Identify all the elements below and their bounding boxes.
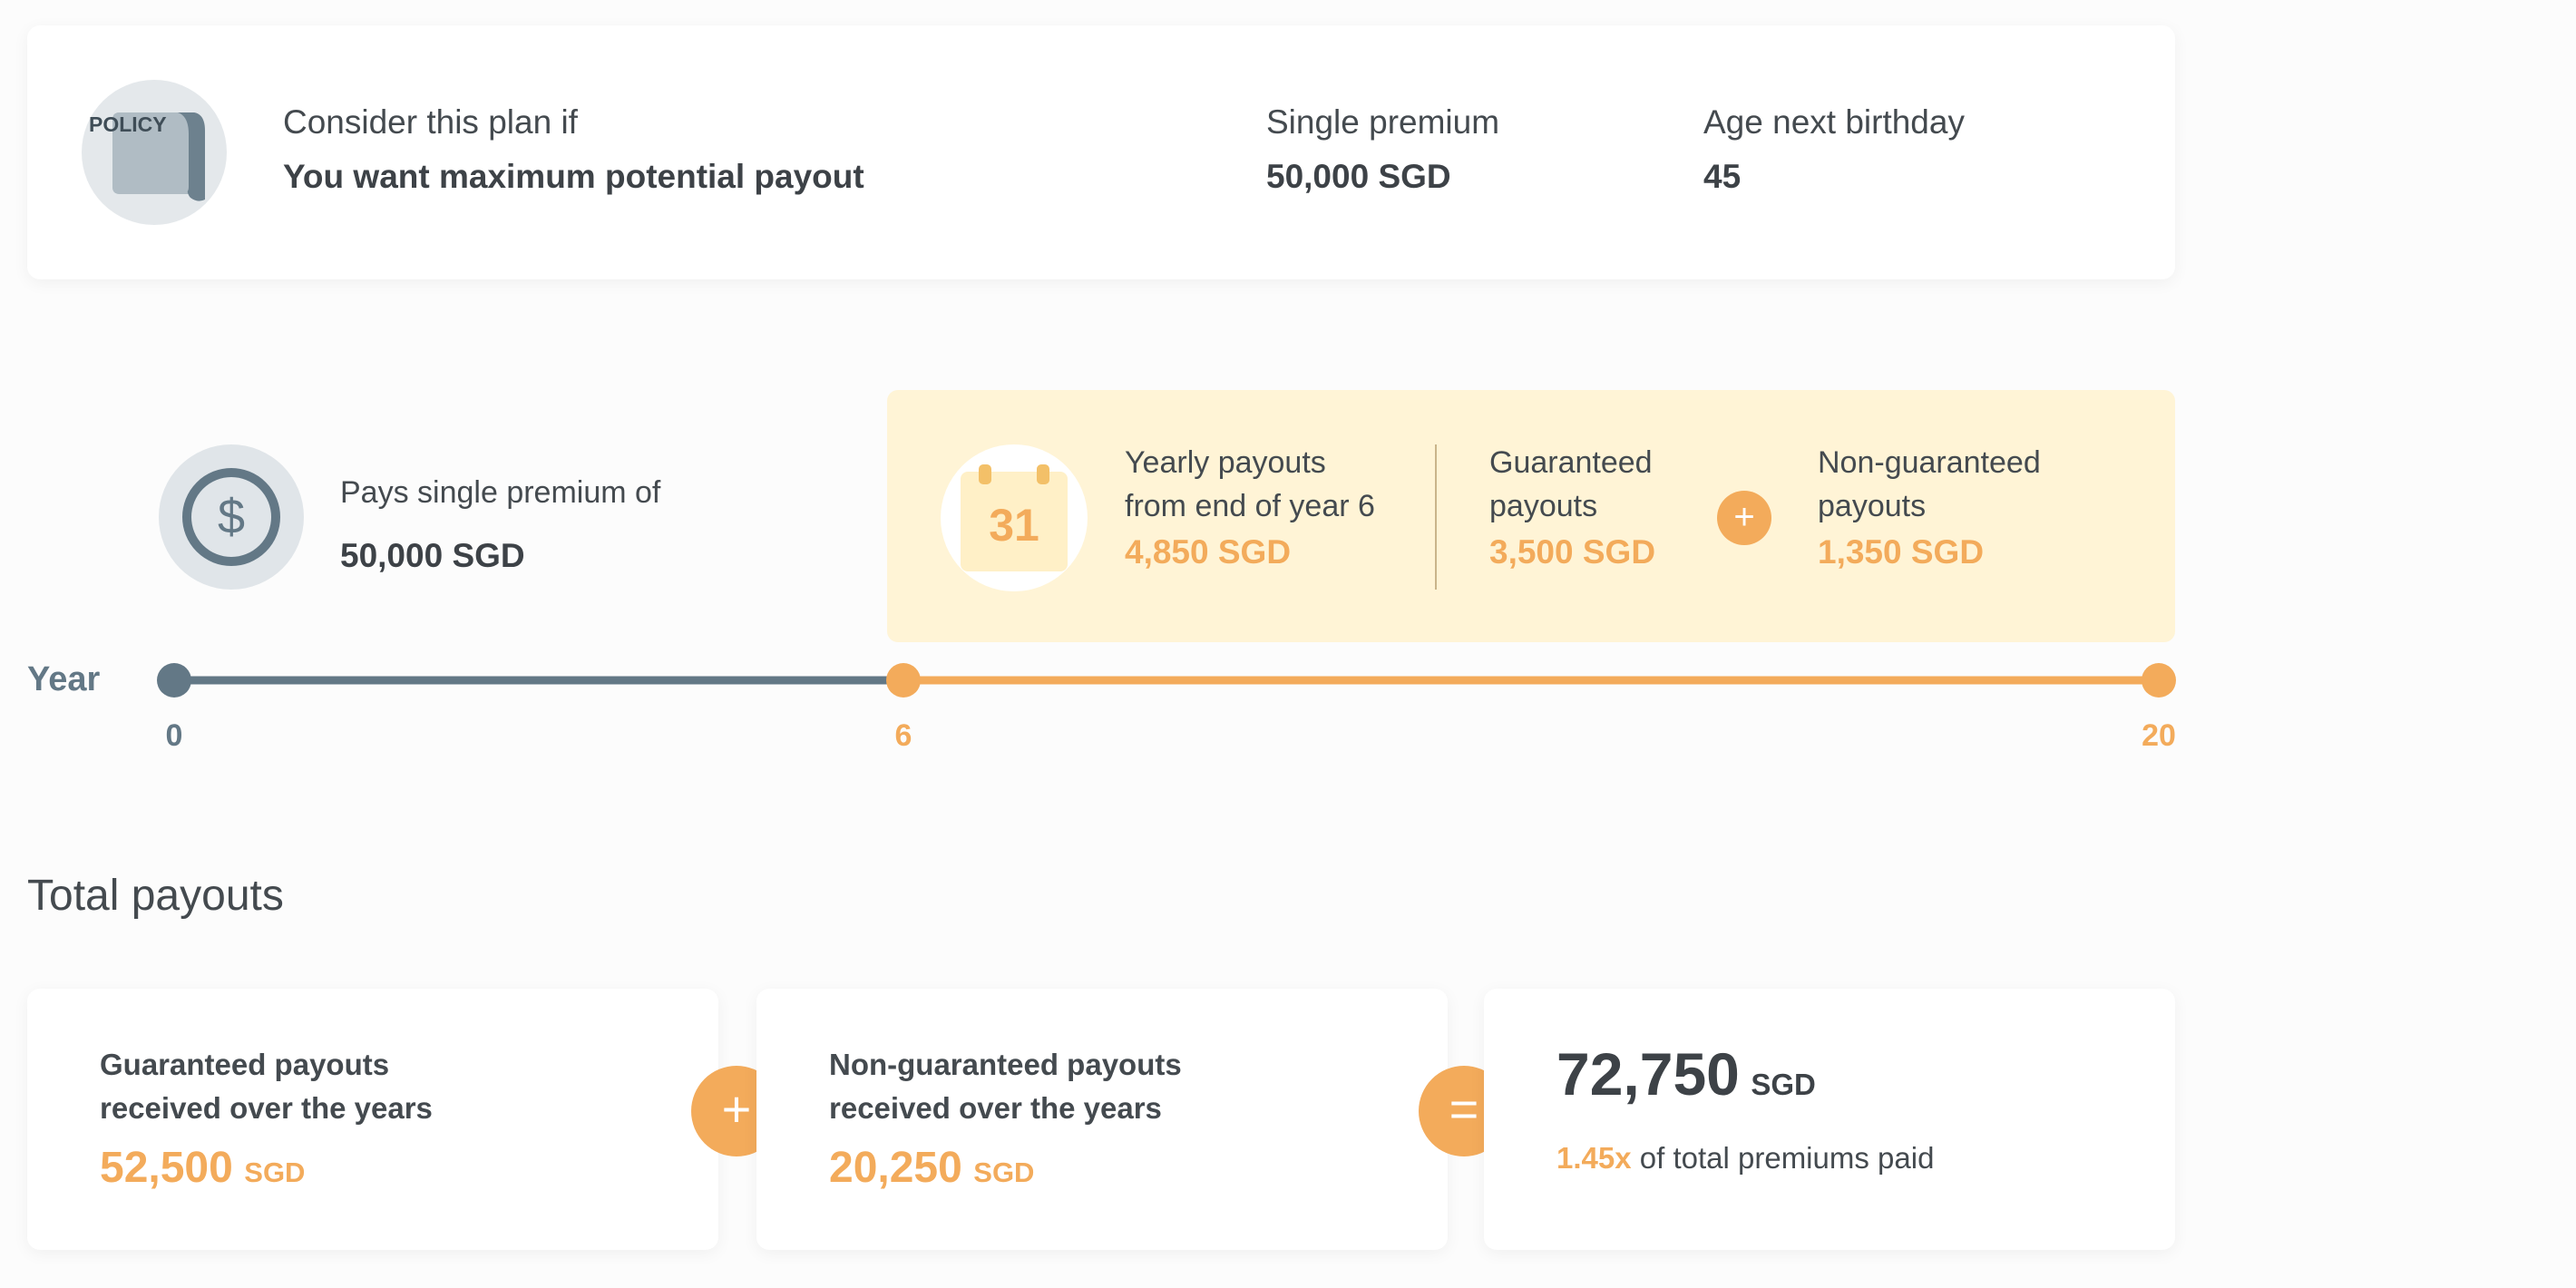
guaranteed-label-line2: payouts — [1489, 489, 1598, 523]
multiplier-text: of total premiums paid — [1639, 1141, 1935, 1175]
yearly-label-line1: Yearly payouts — [1125, 445, 1326, 480]
nonguaranteed-payouts-label: Non-guaranteed payouts — [1818, 441, 2041, 528]
guaranteed-total-value: 52,500 — [100, 1144, 233, 1192]
total-payouts-unit: SGD — [1751, 1068, 1816, 1101]
calendar-day: 31 — [989, 500, 1039, 551]
nonguaranteed-payouts-value: 1,350 SGD — [1818, 533, 1985, 571]
guaranteed-total-label: Guaranteed payouts received over the yea… — [100, 1043, 433, 1130]
timeline-end-dot — [2142, 663, 2176, 698]
policy-icon-label: POLICY — [89, 112, 167, 136]
timeline-start-year: 0 — [165, 718, 183, 753]
nonguaranteed-total-amount: 20,250 SGD — [829, 1143, 1034, 1193]
panel-divider — [1435, 444, 1437, 590]
policy-document-icon — [112, 112, 205, 201]
total-payouts-value: 72,750 — [1556, 1040, 1740, 1107]
multiplier-value: 1.45x — [1556, 1141, 1632, 1175]
svg-text:$: $ — [218, 490, 245, 544]
timeline-start-dot — [157, 663, 191, 698]
premium-label: Pays single premium of — [340, 475, 661, 510]
nonguaranteed-total-value: 20,250 — [829, 1144, 962, 1192]
consider-value: You want maximum potential payout — [283, 158, 864, 195]
nonguaranteed-label-line1: Non-guaranteed — [1818, 445, 2041, 480]
single-premium-value: 50,000 SGD — [1266, 158, 1451, 195]
total-payouts-amount: 72,750 SGD — [1556, 1039, 1816, 1108]
nonguaranteed-total-line2: received over the years — [829, 1091, 1162, 1125]
total-payouts-card: 72,750 SGD 1.45x of total premiums paid — [1484, 989, 2175, 1250]
nonguaranteed-total-unit: SGD — [973, 1156, 1035, 1188]
timeline-mid-year: 6 — [894, 718, 912, 753]
premium-value: 50,000 SGD — [340, 537, 525, 574]
guaranteed-label-line1: Guaranteed — [1489, 445, 1653, 480]
premium-multiplier: 1.45x of total premiums paid — [1556, 1141, 1934, 1176]
guaranteed-total-line1: Guaranteed payouts — [100, 1048, 390, 1081]
timeline-end-year: 20 — [2142, 718, 2176, 753]
guaranteed-payouts-label: Guaranteed payouts — [1489, 441, 1653, 528]
policy-summary-card: POLICY Consider this plan if You want ma… — [27, 25, 2175, 279]
guaranteed-total-line2: received over the years — [100, 1091, 433, 1125]
yearly-payouts-label: Yearly payouts from end of year 6 — [1125, 441, 1375, 528]
age-label: Age next birthday — [1703, 103, 1965, 141]
total-payouts-heading: Total payouts — [27, 872, 284, 920]
guaranteed-total-card: Guaranteed payouts received over the yea… — [27, 989, 718, 1250]
nonguaranteed-total-card: Non-guaranteed payouts received over the… — [756, 989, 1448, 1250]
guaranteed-total-amount: 52,500 SGD — [100, 1143, 305, 1193]
plus-icon: + — [1717, 491, 1771, 545]
yearly-payouts-panel — [887, 390, 2175, 642]
yearly-payouts-value: 4,850 SGD — [1125, 533, 1292, 571]
guaranteed-payouts-value: 3,500 SGD — [1489, 533, 1656, 571]
consider-label: Consider this plan if — [283, 103, 578, 141]
dollar-coin-icon: $ — [182, 468, 280, 566]
guaranteed-total-unit: SGD — [244, 1156, 306, 1188]
nonguaranteed-label-line2: payouts — [1818, 489, 1927, 523]
age-value: 45 — [1703, 158, 1742, 195]
timeline-track — [157, 663, 2176, 698]
nonguaranteed-total-label: Non-guaranteed payouts received over the… — [829, 1043, 1182, 1130]
single-premium-label: Single premium — [1266, 103, 1500, 141]
calendar-icon — [961, 464, 1068, 571]
timeline-label: Year — [27, 660, 101, 698]
nonguaranteed-total-line1: Non-guaranteed payouts — [829, 1048, 1182, 1081]
yearly-label-line2: from end of year 6 — [1125, 489, 1375, 523]
timeline-mid-dot — [886, 663, 921, 698]
